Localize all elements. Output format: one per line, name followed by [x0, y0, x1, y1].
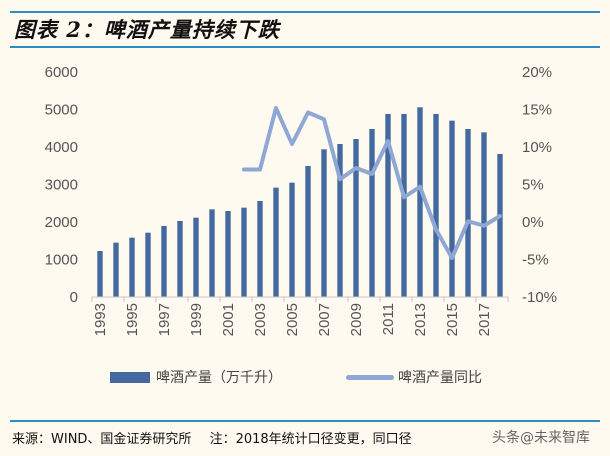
- source-text: 来源：WIND、国金证券研究所: [12, 432, 192, 447]
- bar: [193, 217, 199, 297]
- bar: [417, 107, 423, 297]
- bar: [273, 187, 279, 297]
- right-tick-label: -5%: [522, 252, 549, 269]
- x-tick-label: 1999: [188, 303, 205, 336]
- bar: [369, 129, 375, 297]
- bar: [305, 166, 311, 297]
- bar: [385, 114, 391, 297]
- title-bottom-rule: [10, 46, 600, 48]
- legend-swatch-bar: [110, 371, 150, 383]
- bar: [225, 211, 231, 297]
- x-tick-label: 2011: [380, 303, 397, 335]
- bar: [161, 226, 167, 297]
- x-tick-label: 2013: [412, 303, 429, 336]
- watermark: 头条@未来智库: [492, 430, 590, 446]
- bar: [289, 182, 295, 297]
- right-tick-label: 5%: [522, 177, 544, 194]
- bar: [337, 144, 343, 297]
- legend-swatch-line: [346, 374, 394, 380]
- legend-item-line: 啤酒产量同比: [346, 367, 482, 387]
- bar: [209, 209, 215, 297]
- bar: [449, 120, 455, 297]
- note-text: 注：2018年统计口径变更，同口径: [209, 432, 412, 447]
- left-tick-label: 4000: [45, 139, 78, 156]
- chart-title: 图表 2：啤酒产量持续下跌: [14, 17, 280, 42]
- bar: [177, 220, 183, 297]
- footer-rule: [10, 420, 600, 422]
- bar: [321, 149, 327, 297]
- legend-label-bar: 啤酒产量（万千升）: [156, 370, 282, 386]
- x-tick-label: 2015: [444, 303, 461, 336]
- bar: [497, 154, 503, 297]
- right-tick-label: -10%: [522, 289, 557, 306]
- right-tick-label: 0%: [522, 214, 544, 231]
- x-tick-label: 2017: [476, 303, 493, 336]
- x-tick-label: 2007: [316, 303, 333, 336]
- left-tick-label: 2000: [45, 214, 78, 231]
- bar: [353, 139, 359, 297]
- bar: [241, 207, 247, 297]
- right-tick-label: 20%: [522, 64, 552, 81]
- bar: [97, 250, 103, 297]
- bar: [481, 132, 487, 297]
- legend-label-line: 啤酒产量同比: [398, 370, 482, 386]
- x-tick-label: 1997: [156, 303, 173, 336]
- right-tick-label: 15%: [522, 102, 552, 119]
- x-tick-label: 2005: [284, 303, 301, 336]
- x-tick-label: 2001: [220, 303, 237, 336]
- legend-item-bar: 啤酒产量（万千升）: [110, 367, 282, 387]
- title-top-rule: [10, 11, 600, 13]
- combo-chart: 0 1000 2000 3000 4000 5000 6000 -10% -5% 0% 5% 10% 1…: [45, 64, 557, 336]
- x-tick-label: 2009: [348, 303, 365, 336]
- left-tick-label: 1000: [45, 252, 78, 269]
- bar: [129, 237, 135, 297]
- right-tick-label: 10%: [522, 139, 552, 156]
- bar: [465, 129, 471, 297]
- left-tick-label: 6000: [45, 64, 78, 81]
- footer: 来源：WIND、国金证券研究所 注：2018年统计口径变更，同口径: [12, 428, 416, 447]
- x-tick-label: 2003: [252, 303, 269, 336]
- left-tick-label: 5000: [45, 102, 78, 119]
- bar: [113, 242, 119, 297]
- bar: [145, 232, 151, 297]
- bar: [433, 114, 439, 297]
- bar: [401, 114, 407, 297]
- x-tick-label: 1993: [92, 303, 109, 336]
- x-tick-label: 1995: [124, 303, 141, 336]
- bar: [257, 201, 263, 297]
- left-tick-label: 3000: [45, 177, 78, 194]
- left-tick-label: 0: [70, 289, 78, 306]
